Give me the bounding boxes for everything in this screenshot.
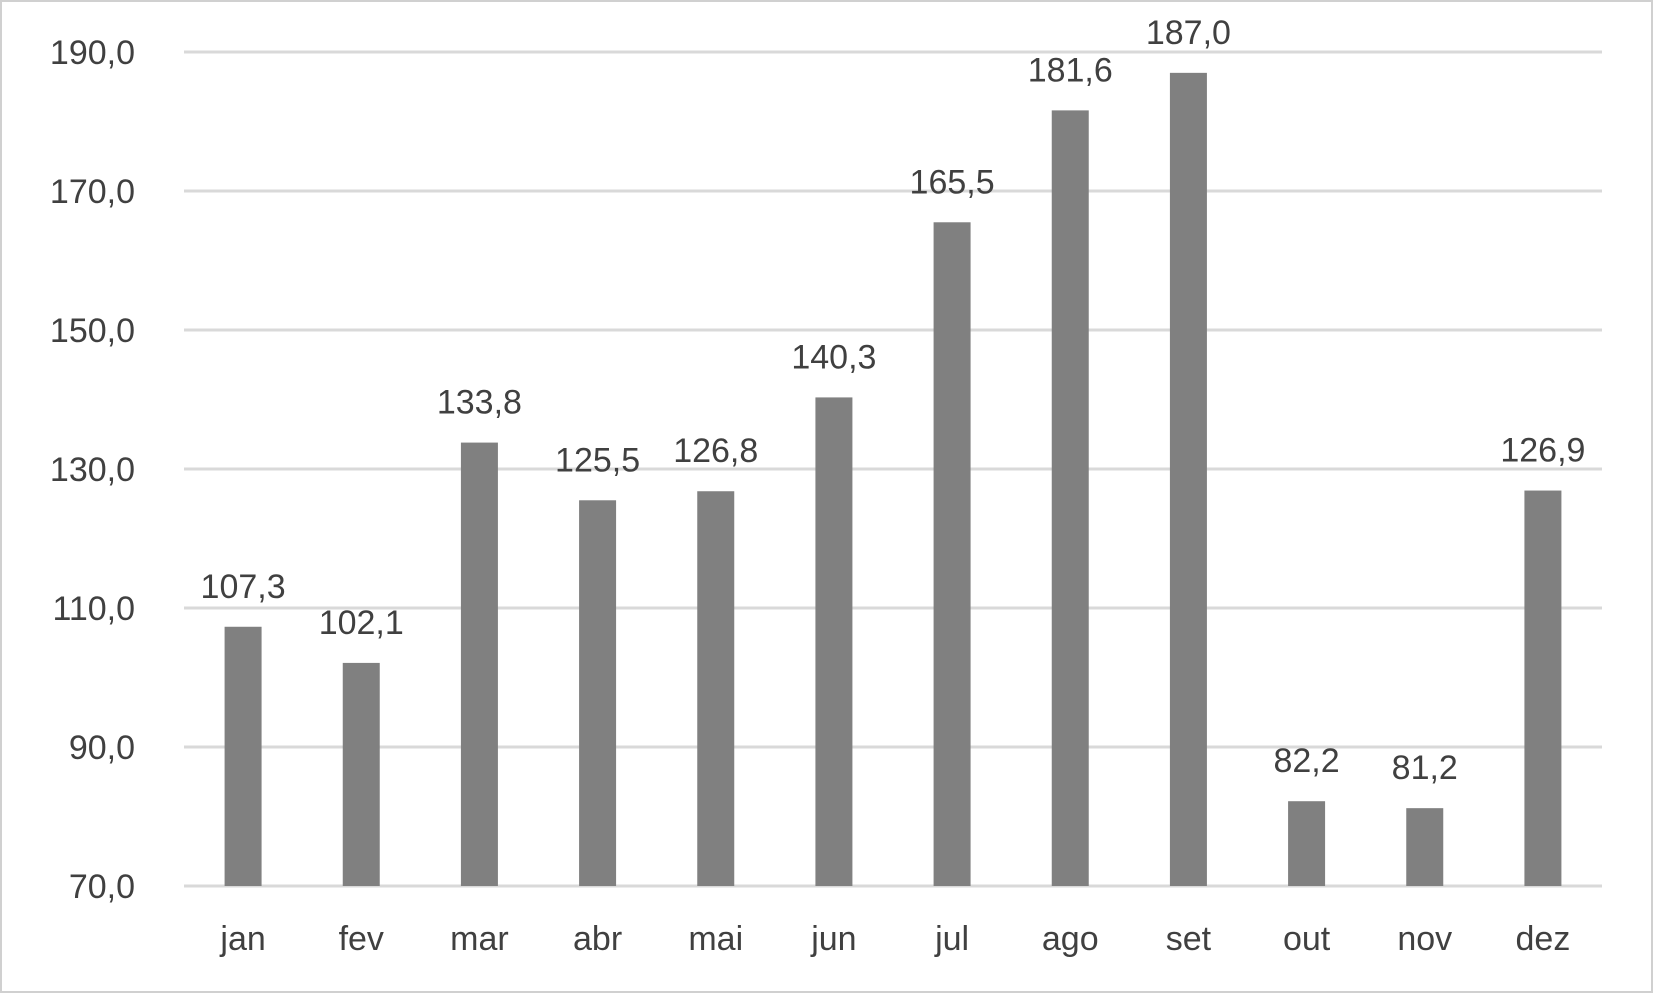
bar-dez — [1524, 490, 1562, 886]
data-label-set: 187,0 — [1146, 14, 1231, 52]
y-tick-label: 170,0 — [50, 173, 135, 211]
bar-jan — [224, 626, 262, 886]
bar-mar — [460, 442, 498, 886]
bars — [224, 72, 1562, 887]
bar-jul — [933, 222, 971, 886]
gridlines — [184, 50, 1602, 888]
data-label-nov: 81,2 — [1392, 749, 1458, 787]
data-label-jul: 165,5 — [910, 163, 995, 201]
x-category-label-ago: ago — [1042, 920, 1099, 958]
bar-jun — [815, 397, 853, 886]
y-tick-label: 130,0 — [50, 451, 135, 489]
x-category-label-out: out — [1283, 920, 1331, 958]
x-category-label-mai: mai — [688, 920, 743, 958]
bar-nov — [1406, 808, 1444, 886]
y-tick-label: 190,0 — [50, 34, 135, 72]
x-category-label-dez: dez — [1516, 920, 1571, 958]
x-category-label-jan: jan — [219, 920, 265, 958]
y-tick-label: 150,0 — [50, 312, 135, 350]
data-label-mai: 126,8 — [673, 432, 758, 470]
data-label-fev: 102,1 — [319, 604, 404, 642]
x-category-label-mar: mar — [450, 920, 509, 958]
x-category-label-nov: nov — [1397, 920, 1452, 958]
data-label-dez: 126,9 — [1500, 432, 1585, 470]
x-category-label-set: set — [1166, 920, 1212, 958]
bar-abr — [579, 500, 617, 886]
y-axis-tick-labels: 70,0 90,0 110,0 130,0 150,0 170,0 190,0 — [50, 34, 135, 906]
data-label-mar: 133,8 — [437, 384, 522, 422]
bar-fev — [342, 662, 380, 886]
data-label-out: 82,2 — [1273, 742, 1339, 780]
data-label-abr: 125,5 — [555, 441, 640, 479]
bar-set — [1169, 72, 1207, 887]
x-category-label-abr: abr — [573, 920, 622, 958]
bar-mai — [697, 491, 735, 886]
x-axis-category-labels: jan fev mar abr mai jun jul ago set out nov dez — [219, 920, 1570, 958]
data-label-ago: 181,6 — [1028, 51, 1113, 89]
x-category-label-fev: fev — [339, 920, 384, 958]
y-tick-label: 70,0 — [69, 868, 135, 906]
data-label-jan: 107,3 — [201, 568, 286, 606]
x-category-label-jun: jun — [810, 920, 856, 958]
bar-out — [1288, 801, 1326, 886]
bar-ago — [1051, 110, 1089, 886]
data-labels: 107,3 102,1 133,8 125,5 126,8 140,3 165,5 181,6… — [201, 14, 1586, 787]
y-tick-label: 90,0 — [69, 729, 135, 767]
x-category-label-jul: jul — [934, 920, 969, 958]
data-label-jun: 140,3 — [791, 338, 876, 376]
y-tick-label: 110,0 — [52, 590, 135, 628]
